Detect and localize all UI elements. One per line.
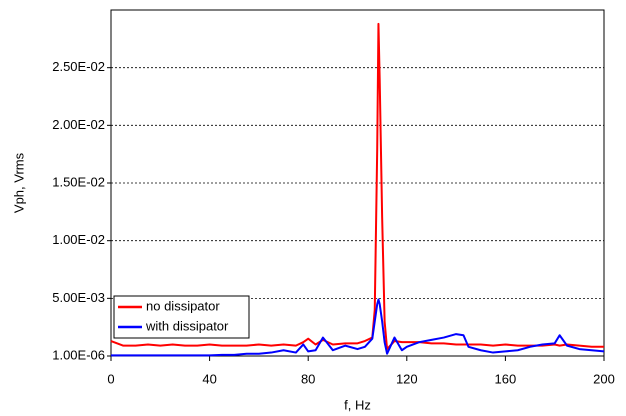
x-axis-label: f, Hz — [344, 397, 371, 412]
series-line — [110, 22, 604, 351]
x-tick-label: 40 — [202, 371, 216, 386]
y-tick-label: 1.00E-02 — [52, 232, 105, 247]
legend-label: no dissipator — [146, 298, 220, 313]
series-line — [111, 298, 605, 357]
x-tick-label: 160 — [495, 371, 517, 386]
x-tick-label: 80 — [301, 371, 315, 386]
y-tick-label: 2.50E-02 — [52, 59, 105, 74]
x-tick-label: 200 — [593, 371, 615, 386]
legend-label: with dissipator — [145, 318, 229, 333]
y-tick-label: 1.00E-06 — [52, 347, 105, 362]
x-tick-label: 120 — [396, 371, 418, 386]
x-tick-label: 0 — [107, 371, 114, 386]
y-axis-label: Vph, Vrms — [11, 152, 26, 213]
legend-box — [113, 295, 250, 339]
y-tick-label: 1.50E-02 — [52, 174, 105, 189]
y-tick-label: 2.00E-02 — [52, 117, 105, 132]
plot-frame — [110, 9, 605, 357]
y-tick-label: 5.00E-03 — [52, 290, 105, 305]
